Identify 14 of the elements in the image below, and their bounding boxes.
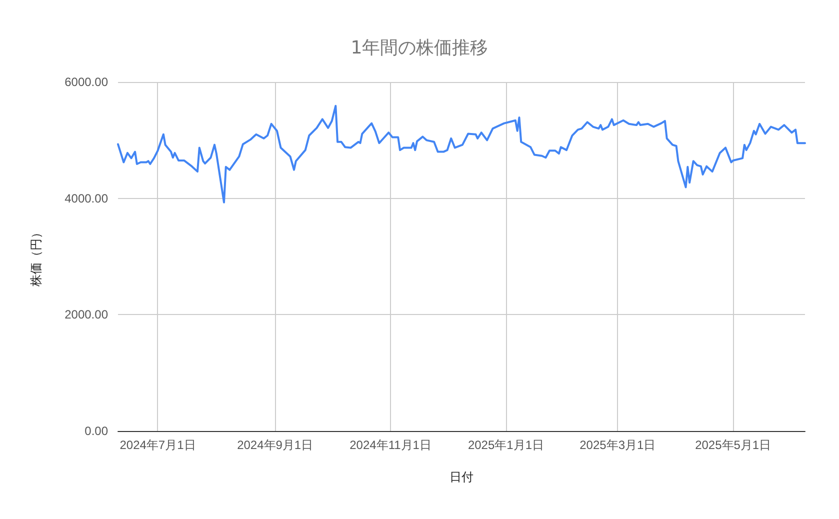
y-tick-label: 4000.00 bbox=[64, 191, 108, 206]
x-tick-label: 2025年5月1日 bbox=[695, 438, 772, 452]
y-tick-label: 0.00 bbox=[84, 424, 108, 438]
x-tick-label: 2024年7月1日 bbox=[120, 438, 196, 452]
x-tick-label: 2024年9月1日 bbox=[237, 438, 314, 452]
y-axis-title: 株価（円） bbox=[29, 226, 43, 288]
x-axis-title: 日付 bbox=[450, 470, 474, 484]
x-tick-label: 2025年1月1日 bbox=[468, 438, 544, 452]
x-tick-label: 2024年11月1日 bbox=[350, 438, 432, 452]
y-tick-label: 6000.00 bbox=[64, 75, 108, 89]
y-tick-label: 2000.00 bbox=[64, 308, 108, 322]
x-tick-label: 2025年3月1日 bbox=[580, 438, 656, 452]
line-series bbox=[117, 104, 806, 204]
chart-title: 1年間の株価推移 bbox=[350, 38, 488, 58]
